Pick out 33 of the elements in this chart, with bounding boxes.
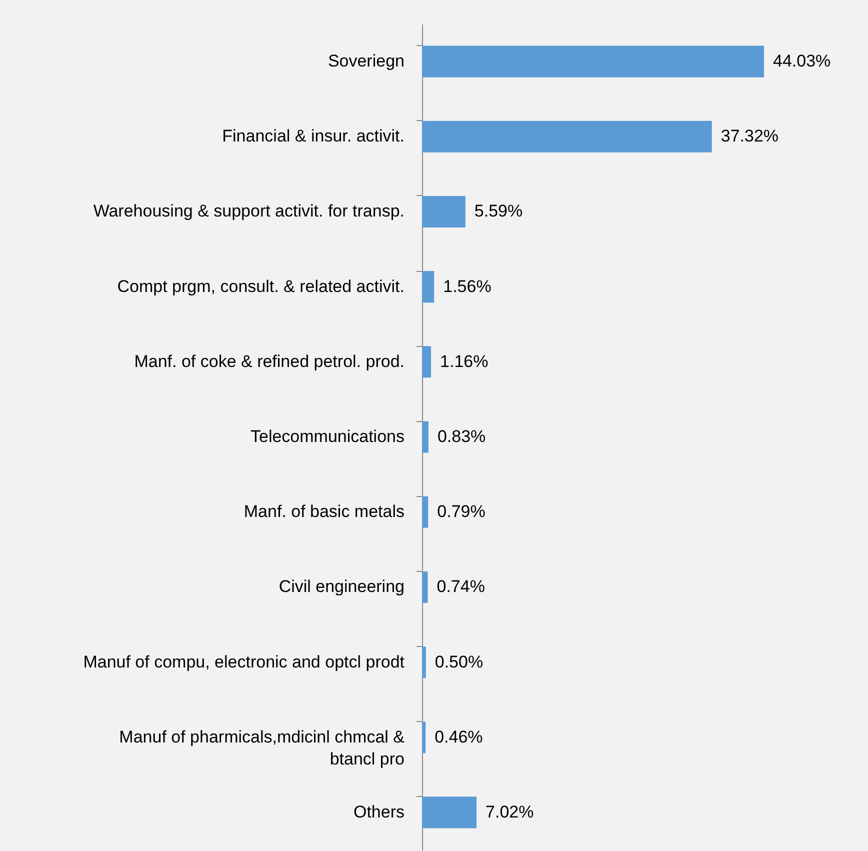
bar [422, 646, 426, 678]
data-label: 0.79% [437, 502, 486, 522]
y-tick-label: Manf. of basic metals [244, 502, 404, 522]
y-tick-label: Manuf of compu, electronic and optcl prodt [83, 652, 405, 672]
data-label: 7.02% [486, 802, 534, 822]
bar [422, 196, 466, 228]
y-tick-label: Telecommunications [250, 427, 404, 446]
data-label: 0.74% [436, 577, 485, 596]
bar [422, 346, 432, 378]
data-label: 1.56% [443, 276, 492, 296]
data-label: 0.50% [434, 652, 484, 672]
bar [422, 271, 434, 303]
y-tick-label: Others [353, 802, 404, 822]
bar [422, 421, 428, 453]
bar [422, 571, 428, 603]
y-tick-label: Civil engineering [278, 577, 404, 596]
bar [422, 496, 428, 528]
y-tick-label: Financial & insur. activit. [222, 126, 404, 146]
y-tick-label: Soveriegn [328, 52, 404, 71]
bar [422, 796, 477, 828]
bar [422, 120, 712, 152]
data-label: 1.16% [440, 352, 488, 371]
y-tick-label: Warehousing & support activit. for transp. [93, 202, 404, 221]
bar [422, 46, 764, 78]
bar [422, 722, 426, 754]
y-tick-label: Manf. of coke & refined petrol. prod. [134, 352, 404, 371]
data-label: 5.59% [474, 202, 523, 221]
y-tick-label: Compt prgm, consult. & related activit. [117, 276, 404, 296]
data-label: 37.32% [720, 126, 779, 146]
data-label: 0.83% [437, 427, 486, 446]
data-label: 0.46% [434, 727, 483, 746]
y-tick-label: Manuf of pharmicals,mdicinl chmcal & btancl pro [119, 727, 406, 768]
data-label: 44.03% [773, 52, 831, 71]
